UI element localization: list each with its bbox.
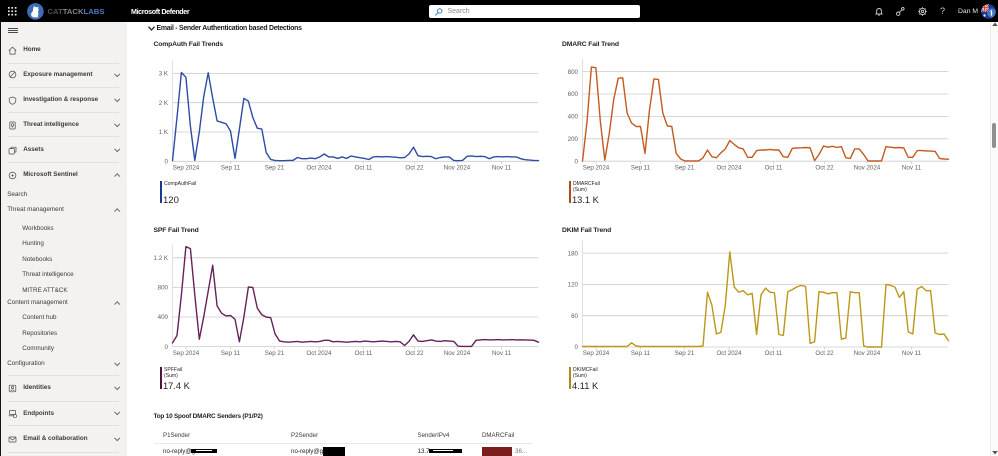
svg-text:120: 120 — [568, 282, 579, 289]
svg-text:Oct 11: Oct 11 — [355, 165, 373, 172]
svg-text:Sep 2024: Sep 2024 — [583, 165, 610, 172]
svg-text:400: 400 — [158, 314, 169, 321]
svg-text:Oct 22: Oct 22 — [815, 350, 834, 357]
svg-text:Nov 2024: Nov 2024 — [444, 350, 471, 357]
svg-text:Sep 2024: Sep 2024 — [173, 165, 200, 172]
svg-text:400: 400 — [568, 114, 579, 121]
svg-text:Nov 2024: Nov 2024 — [854, 350, 881, 357]
svg-text:0: 0 — [165, 159, 169, 166]
svg-text:Sep 2024: Sep 2024 — [583, 350, 610, 357]
svg-text:2 K: 2 K — [159, 100, 169, 107]
svg-text:180: 180 — [568, 250, 579, 257]
svg-text:800: 800 — [568, 69, 579, 76]
svg-text:Sep 11: Sep 11 — [631, 165, 651, 172]
svg-text:Oct 22: Oct 22 — [405, 165, 424, 172]
svg-text:Oct 11: Oct 11 — [765, 165, 783, 172]
svg-text:Oct 11: Oct 11 — [355, 350, 373, 357]
svg-text:Oct 2024: Oct 2024 — [306, 350, 332, 357]
svg-text:0: 0 — [575, 158, 579, 165]
svg-text:200: 200 — [568, 136, 579, 143]
svg-text:0: 0 — [575, 344, 579, 351]
svg-text:Sep 21: Sep 21 — [265, 165, 285, 172]
svg-text:Oct 11: Oct 11 — [765, 350, 783, 357]
svg-text:Sep 2024: Sep 2024 — [173, 350, 200, 357]
svg-text:Oct 2024: Oct 2024 — [716, 165, 742, 172]
svg-text:Sep 11: Sep 11 — [221, 165, 241, 172]
svg-text:1.2 K: 1.2 K — [154, 255, 169, 262]
svg-text:Oct 22: Oct 22 — [405, 350, 424, 357]
svg-text:Sep 11: Sep 11 — [631, 350, 651, 357]
svg-text:Oct 22: Oct 22 — [815, 165, 834, 172]
svg-text:Sep 21: Sep 21 — [675, 165, 695, 172]
svg-text:Oct 2024: Oct 2024 — [716, 350, 742, 357]
svg-text:1 K: 1 K — [159, 129, 169, 136]
svg-text:600: 600 — [568, 91, 579, 98]
svg-text:60: 60 — [571, 313, 578, 320]
svg-text:Sep 21: Sep 21 — [265, 350, 285, 357]
svg-text:Nov 11: Nov 11 — [492, 350, 512, 357]
svg-text:Nov 2024: Nov 2024 — [854, 165, 881, 172]
svg-text:Sep 21: Sep 21 — [675, 350, 695, 357]
svg-text:Nov 11: Nov 11 — [902, 165, 922, 172]
svg-text:Nov 11: Nov 11 — [902, 350, 922, 357]
svg-text:3 K: 3 K — [159, 71, 169, 78]
svg-text:Nov 11: Nov 11 — [492, 165, 512, 172]
svg-text:800: 800 — [158, 285, 169, 292]
svg-text:Nov 2024: Nov 2024 — [444, 165, 471, 172]
svg-text:Sep 11: Sep 11 — [221, 350, 241, 357]
svg-text:Oct 2024: Oct 2024 — [306, 165, 332, 172]
svg-text:0: 0 — [165, 344, 169, 351]
